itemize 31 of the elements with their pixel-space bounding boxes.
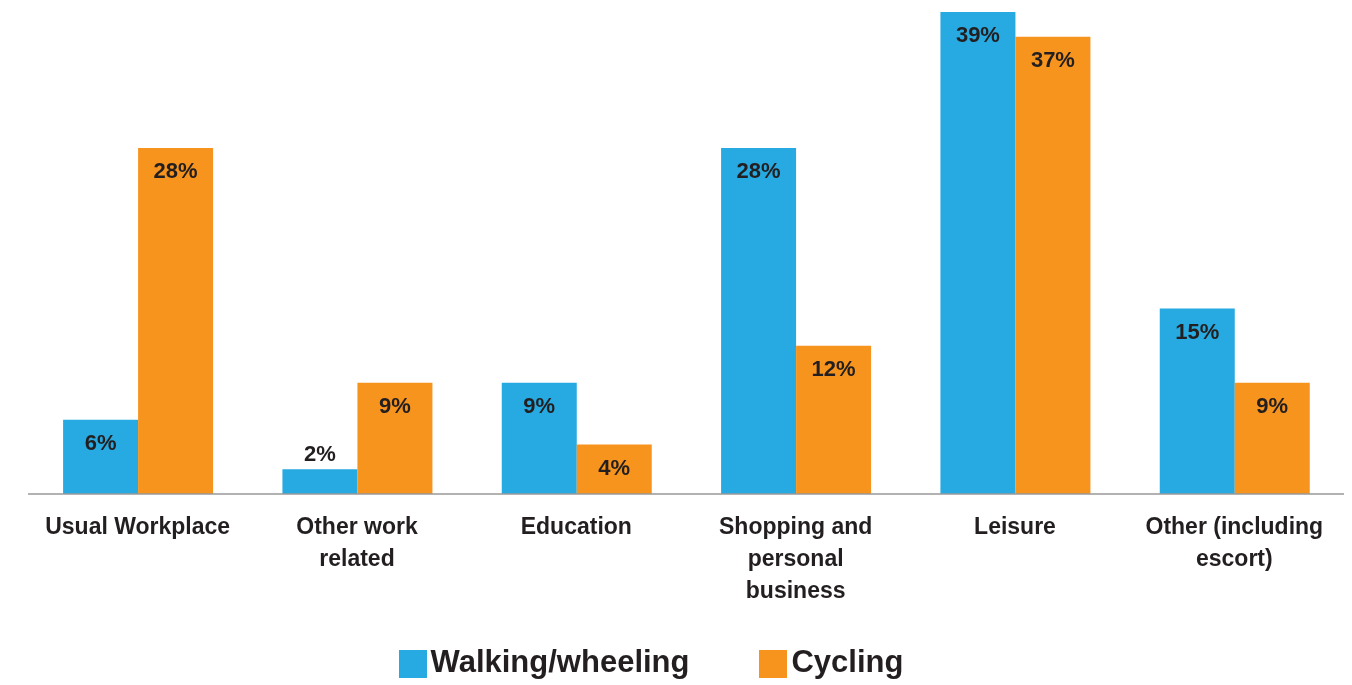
bar [282, 469, 358, 494]
bar [1159, 308, 1235, 494]
data-label: 9% [1256, 392, 1289, 418]
data-label: 28% [153, 157, 198, 183]
data-label: 4% [598, 454, 631, 480]
bar [138, 147, 214, 494]
bar [63, 419, 139, 494]
data-label: 6% [84, 429, 117, 455]
data-label: 15% [1175, 318, 1220, 344]
x-tick-label: Shopping and personal business [719, 513, 873, 604]
legend-label: Cycling [791, 644, 904, 679]
bar [721, 147, 797, 494]
x-tick-label: Education [520, 513, 632, 540]
bar [357, 382, 433, 494]
bar [796, 345, 872, 494]
data-label: 37% [1030, 46, 1075, 72]
data-label: 28% [736, 157, 781, 183]
x-tick-label: Other (including escort) [1145, 513, 1324, 572]
data-label: 39% [955, 22, 1000, 47]
data-label: 9% [523, 392, 556, 418]
x-tick-label: Leisure [974, 513, 1056, 540]
data-label: 2% [304, 441, 336, 467]
bar [501, 382, 577, 494]
x-tick-label: Usual Workplace [45, 513, 231, 540]
data-label: 9% [379, 392, 411, 418]
data-label: 12% [811, 355, 856, 381]
x-tick-label: Other work related [296, 513, 418, 572]
legend-label: Walking/wheeling [430, 644, 690, 679]
bar [1015, 36, 1091, 494]
bar [1234, 382, 1310, 494]
bar [940, 12, 1016, 494]
